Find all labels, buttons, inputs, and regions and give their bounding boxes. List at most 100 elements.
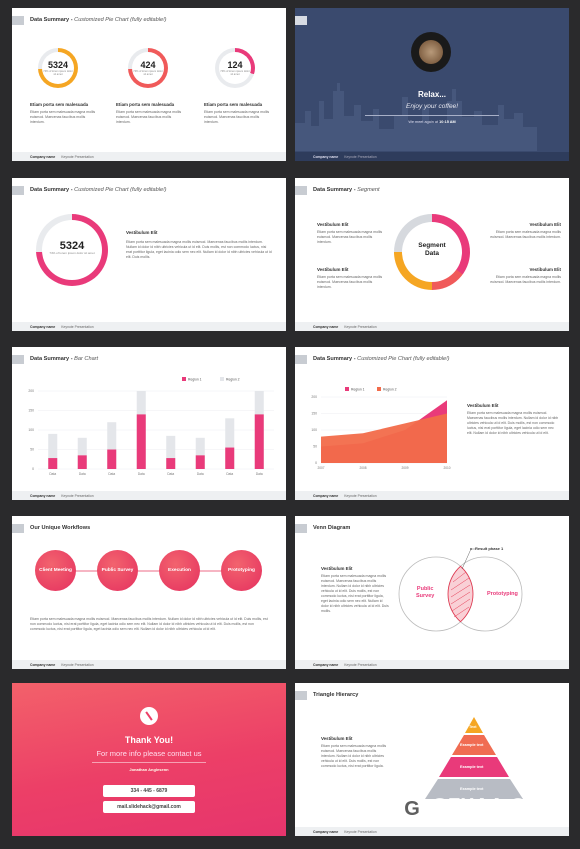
x-tick-label: 2009 <box>401 466 408 470</box>
legend-label: Region 1 <box>188 377 202 381</box>
phone-pill[interactable]: 334 - 445 - 6879 <box>103 785 195 797</box>
ring-chart-3: 124 74% of lorem ipsum dolor sit amet <box>215 48 255 88</box>
text-body: Etiam porta sem malesuada magna mollis e… <box>317 275 383 290</box>
logo-icon <box>140 707 158 725</box>
bar-region-1 <box>48 458 58 469</box>
ring-value: 124 <box>227 60 243 70</box>
text-heading: Vestibulum Elit <box>126 230 158 235</box>
y-tick-label: 100 <box>28 428 34 432</box>
col-heading: Etiam porta sem malesuada <box>204 102 263 107</box>
slide-segment: Data Summary - Segment Segment Data Vest… <box>295 178 569 331</box>
skyline-image <box>295 83 537 151</box>
slide-tag <box>12 524 24 533</box>
slide-title: Triangle Hierarcy <box>313 692 359 698</box>
x-tick-label: Data <box>167 472 174 476</box>
slide-footer: Company name Keynote Presentation <box>12 322 286 331</box>
slide-footer: Company name Keynote Presentation <box>12 152 286 161</box>
bar-region-1 <box>166 458 176 469</box>
legend-swatch-region-1 <box>182 377 186 381</box>
relax-heading: Relax... <box>417 90 446 99</box>
slide-title: Data Summary - Customized Pie Chart (ful… <box>30 17 167 23</box>
tier-4-label: Example text <box>460 787 484 791</box>
col-heading: Etiam porta sem malesuada <box>116 102 175 107</box>
slide-tag <box>12 186 24 195</box>
venn-left-label: Public Survey <box>416 586 435 599</box>
text-body: Etiam porta sem malesuada magna mollis e… <box>317 230 383 245</box>
slide-bar-chart: Data Summary - Bar Chart 0 50 100 150 200 Dat… <box>12 347 286 500</box>
x-tick-label: Data <box>256 472 263 476</box>
slide-tag <box>12 16 24 25</box>
x-tick-label: Data <box>197 472 204 476</box>
col-body: Etiam porta sem malesuada magna mollis e… <box>204 110 270 125</box>
legend-label: Region 2 <box>383 387 397 391</box>
triangle-hierarchy <box>425 717 523 799</box>
bar-region-2 <box>107 422 117 469</box>
workflow-step-4: Prototyping <box>221 550 262 591</box>
bar-region-2 <box>225 418 235 469</box>
text-body: Etiam porta sem malesuada magna mollis e… <box>467 411 559 436</box>
workflow-step-3: Execution <box>159 550 200 591</box>
y-tick-label: 100 <box>311 428 317 432</box>
ring-caption: 74% of lorem ipsum dolor sit amet <box>43 70 73 77</box>
slide-tag <box>295 691 307 700</box>
x-tick-label: 2010 <box>443 466 450 470</box>
text-heading: Vestibulum Elit <box>529 267 561 272</box>
watermark-subtext: GFXAA.COM <box>434 818 478 824</box>
workflow-step-1: Client Meeting <box>35 550 76 591</box>
bar-region-1 <box>77 455 87 469</box>
bar-region-2 <box>48 433 58 469</box>
col-body: Etiam porta sem malesuada magna mollis e… <box>116 110 182 125</box>
ring-caption: 74% of lorem ipsum dolor sit amet <box>133 70 163 77</box>
watermark-text: GFXAA.COM <box>432 795 559 817</box>
y-tick-label: 0 <box>315 461 317 465</box>
y-tick-label: 200 <box>311 395 317 399</box>
slide-title: Data Summary - Customized Pie Chart (ful… <box>313 356 450 362</box>
slide-thank-you: Thank You! For more info please contact … <box>12 683 286 836</box>
bar-region-1 <box>136 414 146 469</box>
slide-tag <box>295 16 307 25</box>
bar-region-1 <box>225 447 235 469</box>
text-body: Etiam porta sem malesuada magna mollis e… <box>321 744 387 769</box>
y-tick-label: 150 <box>311 412 317 416</box>
relax-subheading: Enjoy your coffee! <box>405 103 459 110</box>
ring-caption: 74% of lorem ipsum dolor sit amet <box>49 251 95 255</box>
text-heading: Vestibulum Elit <box>317 267 349 272</box>
legend-label: Region 1 <box>351 387 365 391</box>
text-heading: Vestibulum Elit <box>317 222 349 227</box>
slide-tag <box>12 355 24 364</box>
slide-footer: Company name Keynote Presentation <box>295 827 569 836</box>
slide-pie-summary: Data Summary - Customized Pie Chart (ful… <box>12 8 286 161</box>
watermark-logo-icon: G <box>396 793 428 825</box>
venn-right-label: Prototyping <box>487 591 518 597</box>
thank-you-heading: Thank You! <box>124 735 174 745</box>
segment-ring-chart: Segment Data <box>394 214 470 290</box>
y-tick-label: 50 <box>313 445 317 449</box>
area-chart: 0 50 100 150 200 2007 2008 2009 2010 Region 1 Regi… <box>311 387 451 470</box>
slide-tag <box>295 524 307 533</box>
meet-again-text: We meet again at 10:15 AM <box>408 120 456 124</box>
bar-region-2 <box>195 437 205 469</box>
slide-relax: Relax... Enjoy your coffee! We meet agai… <box>295 8 569 161</box>
y-tick-label: 50 <box>30 448 34 452</box>
text-heading: Vestibulum Elit <box>321 566 353 571</box>
venn-result-label: Result phase 1 <box>475 546 504 551</box>
col-heading: Etiam porta sem malesuada <box>30 102 89 107</box>
watermark: G GFXAA.COM GFXAA.COM <box>396 793 558 829</box>
y-tick-label: 200 <box>28 389 34 393</box>
x-tick-label: Data <box>226 472 233 476</box>
bar-region-1 <box>107 449 117 469</box>
email-pill[interactable]: mail.slidehack@gmail.com <box>103 801 195 813</box>
x-tick-label: Data <box>79 472 86 476</box>
legend-swatch-region-2 <box>377 387 381 391</box>
y-tick-label: 150 <box>28 409 34 413</box>
tier-3-label: Example text <box>460 765 484 769</box>
contact-name: Jonathan Anglesenn <box>129 767 169 772</box>
ring-value: 424 <box>140 60 156 70</box>
slide-footer: Company name Keynote Presentation <box>12 491 286 500</box>
tier-2-label: Example text <box>460 743 484 747</box>
text-body: Etiam porta sem malesuada magna mollis e… <box>490 230 561 240</box>
slide-single-pie: Data Summary - Customized Pie Chart (ful… <box>12 178 286 331</box>
workflow-body: Etiam porta sem malesuada magna mollis e… <box>30 617 268 632</box>
x-tick-label: Data <box>138 472 145 476</box>
x-tick-label: 2008 <box>359 466 366 470</box>
